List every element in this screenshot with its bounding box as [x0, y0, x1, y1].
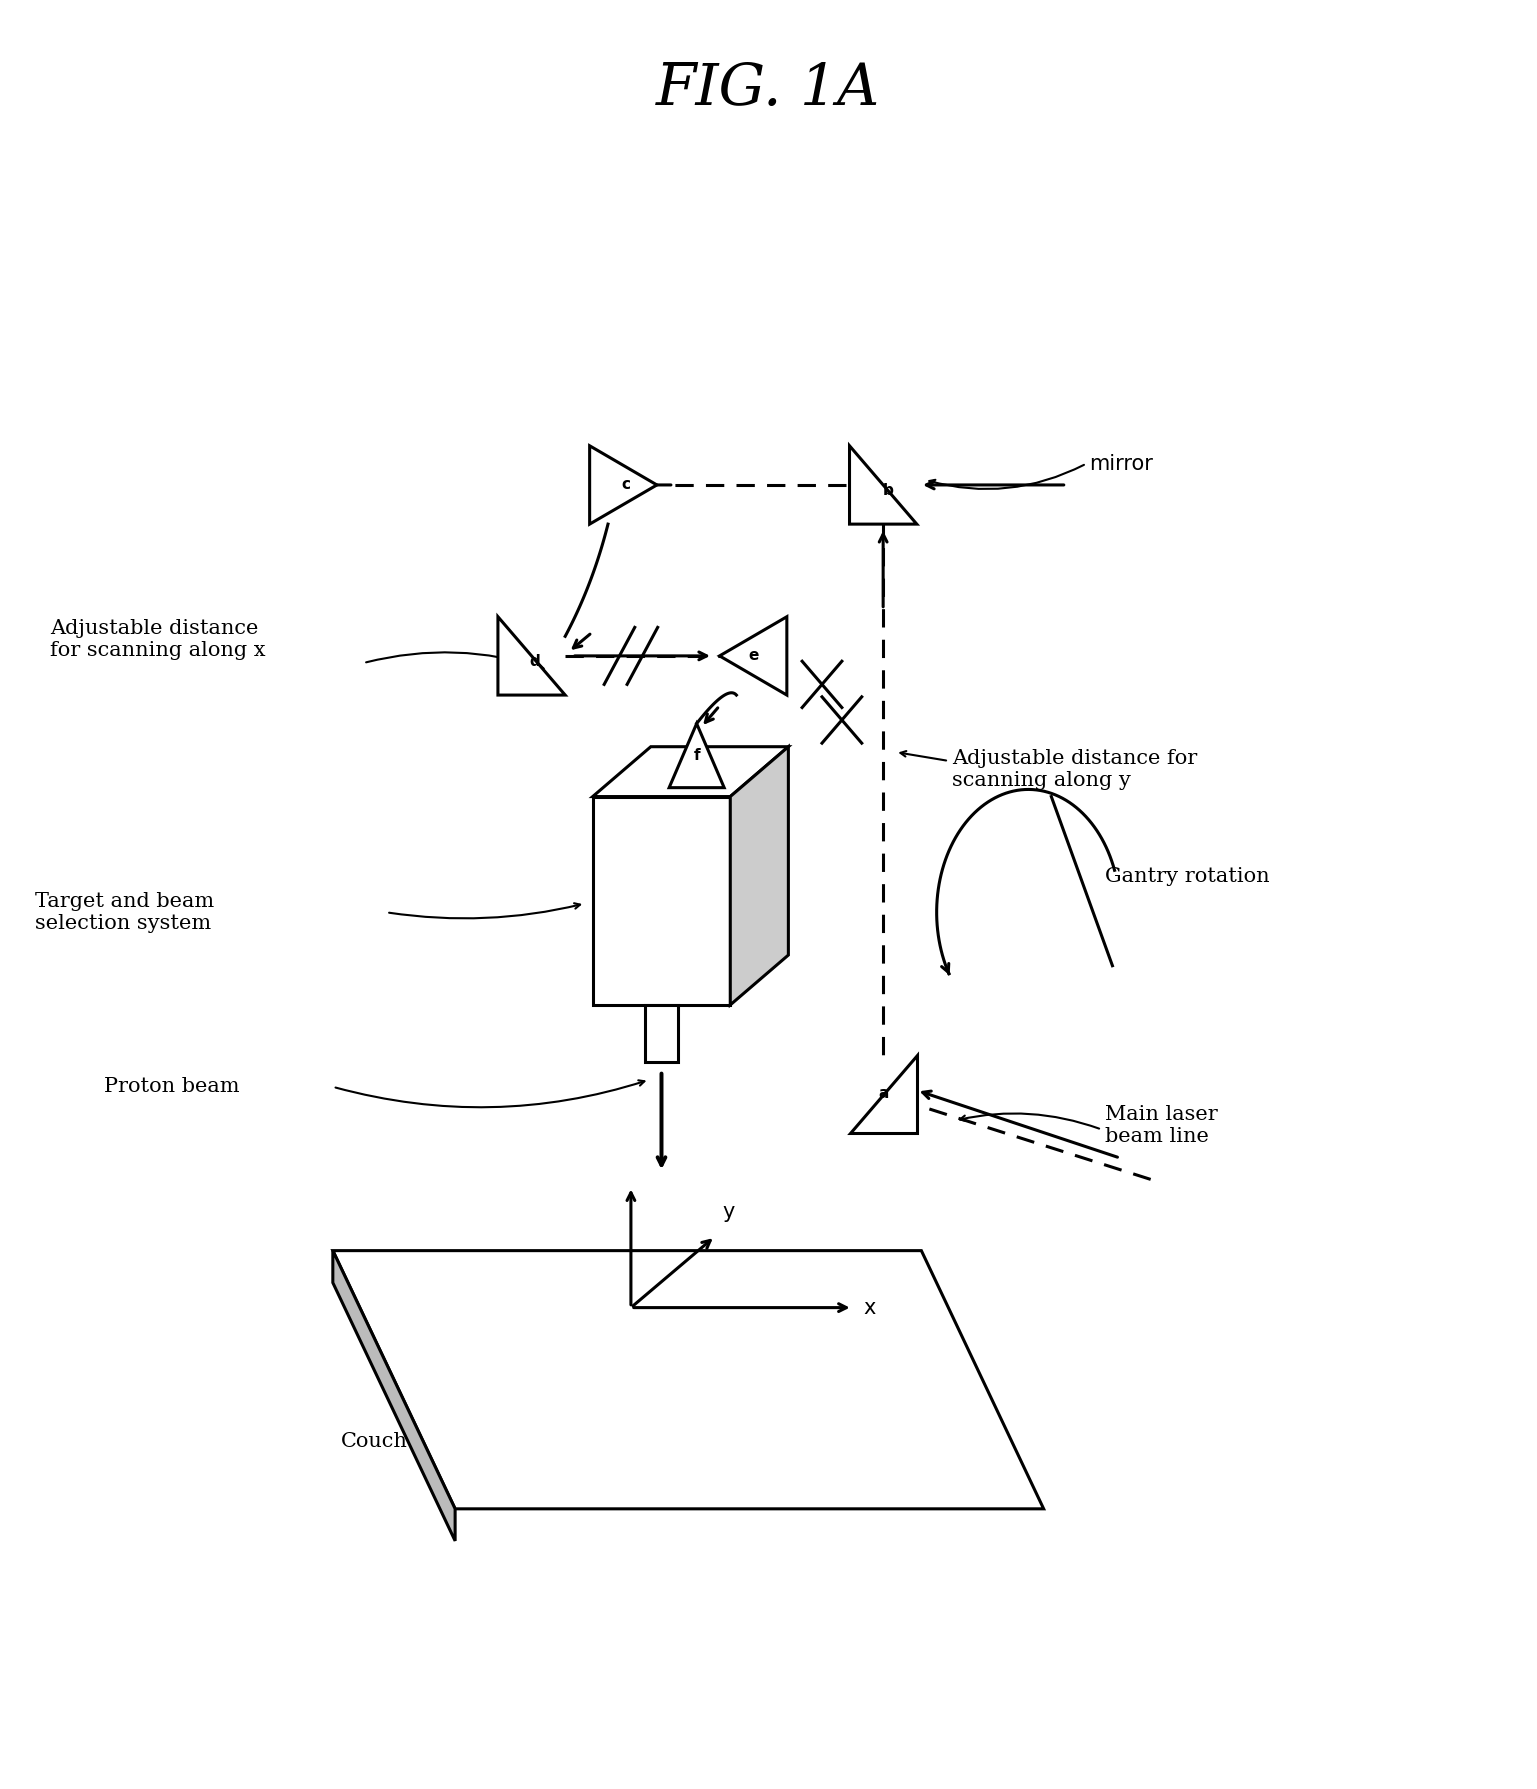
Polygon shape — [593, 796, 730, 1005]
Text: Proton beam: Proton beam — [103, 1077, 240, 1097]
Text: Main laser
beam line: Main laser beam line — [1105, 1106, 1217, 1147]
Polygon shape — [719, 617, 787, 696]
Polygon shape — [334, 1251, 1044, 1508]
Text: mirror: mirror — [1090, 454, 1153, 474]
Text: e: e — [749, 648, 758, 664]
Polygon shape — [850, 1056, 916, 1132]
Text: a: a — [878, 1086, 888, 1102]
Polygon shape — [644, 1005, 678, 1063]
Polygon shape — [590, 445, 656, 524]
Text: x: x — [864, 1297, 876, 1318]
Text: Target and beam
selection system: Target and beam selection system — [35, 891, 214, 932]
Text: b: b — [882, 483, 893, 497]
Text: Adjustable distance for
scanning along y: Adjustable distance for scanning along y — [951, 750, 1197, 791]
Polygon shape — [334, 1251, 455, 1540]
Text: c: c — [622, 478, 630, 492]
Text: Gantry rotation: Gantry rotation — [1105, 868, 1270, 886]
Polygon shape — [850, 445, 916, 524]
Polygon shape — [669, 723, 724, 787]
Text: y: y — [722, 1202, 735, 1222]
Text: f: f — [693, 748, 699, 764]
Polygon shape — [498, 617, 566, 696]
Text: d: d — [529, 653, 539, 669]
Polygon shape — [593, 746, 788, 796]
Text: Adjustable distance
for scanning along x: Adjustable distance for scanning along x — [51, 619, 266, 660]
Text: FIG. 1A: FIG. 1A — [656, 61, 881, 118]
Polygon shape — [730, 746, 788, 1005]
Text: Couch: Couch — [341, 1431, 407, 1451]
